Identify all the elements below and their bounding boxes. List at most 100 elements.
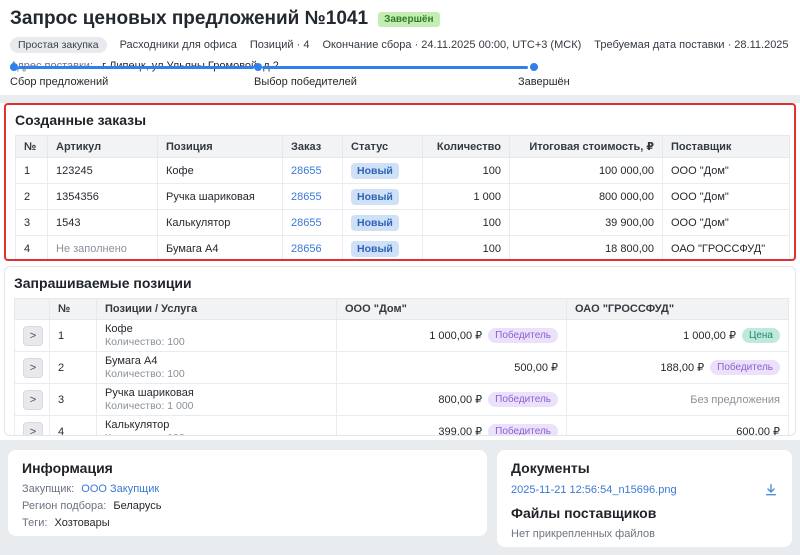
cell-article: Не заполнено — [48, 236, 158, 262]
cell-status: Новый — [343, 236, 423, 262]
order-row: 4 Не заполнено Бумага А4 28656 Новый 100… — [16, 236, 790, 262]
cell-offer-grossfud: Без предложения — [567, 384, 789, 416]
col-supplier-grossfud: ОАО "ГРОССФУД" — [567, 299, 789, 320]
cell-num: 2 — [16, 184, 48, 210]
position-row: > 1 Кофе Количество: 100 1 000,00 ₽ Побе… — [15, 320, 789, 352]
cell-total: 18 800,00 — [510, 236, 663, 262]
tags-label: Теги: — [22, 517, 47, 529]
expand-row-button[interactable]: > — [23, 390, 43, 410]
divider-band — [0, 95, 800, 103]
requested-positions-title: Запрашиваемые позиции — [14, 275, 786, 291]
col-num: № — [16, 136, 48, 158]
cell-order: 28655 — [283, 184, 343, 210]
document-file-link[interactable]: 2025-11-21 12:56:54_n15696.png — [511, 484, 677, 496]
cell-position: Калькулятор — [158, 210, 283, 236]
document-file-row: 2025-11-21 12:56:54_n15696.png — [511, 483, 778, 497]
col-qty: Количество — [423, 136, 510, 158]
order-link[interactable]: 28655 — [291, 191, 322, 203]
offer-price: 500,00 ₽ — [514, 361, 558, 374]
purchase-name: Расходники для офиса — [120, 39, 237, 51]
expand-row-button[interactable]: > — [23, 326, 43, 346]
cell-article: 123245 — [48, 158, 158, 184]
meta-row: Простая закупка Расходники для офиса Поз… — [10, 37, 790, 53]
buyer-label: Закупщик: — [22, 483, 74, 495]
requested-positions-section: Запрашиваемые позиции № Позиции / Услуга… — [4, 266, 796, 436]
supplier-files-title: Файлы поставщиков — [511, 505, 778, 521]
cell-total: 39 900,00 — [510, 210, 663, 236]
cell-offer-grossfud: 600,00 ₽ — [567, 416, 789, 437]
cell-qty: 100 — [423, 210, 510, 236]
winner-badge: Победитель — [710, 360, 780, 375]
order-status-badge: Новый — [351, 189, 399, 205]
expand-row-button[interactable]: > — [23, 422, 43, 437]
bottom-section: Информация Закупщик: ООО Закупщик Регион… — [0, 440, 800, 555]
cell-qty: 100 — [423, 236, 510, 262]
positions-count: Позиций · 4 — [250, 39, 310, 51]
order-link[interactable]: 28655 — [291, 165, 322, 177]
position-qty: Количество: 100 — [105, 336, 328, 348]
position-name: Калькулятор — [105, 419, 328, 431]
table-header-row: № Артикул Позиция Заказ Статус Количеств… — [16, 136, 790, 158]
cell-order: 28656 — [283, 236, 343, 262]
cell-offer-dom: 500,00 ₽ — [337, 352, 567, 384]
position-qty: Количество: 1 000 — [105, 400, 328, 412]
cell-article: 1354356 — [48, 184, 158, 210]
step-dot-collection — [10, 63, 18, 71]
cell-offer-dom: 399,00 ₽ Победитель — [337, 416, 567, 437]
order-link[interactable]: 28656 — [291, 243, 322, 255]
position-row: > 3 Ручка шариковая Количество: 1 000 80… — [15, 384, 789, 416]
cell-supplier: ООО "Дом" — [663, 158, 790, 184]
info-card: Информация Закупщик: ООО Закупщик Регион… — [8, 450, 487, 536]
offer-price: 1 000,00 ₽ — [429, 329, 482, 342]
order-row: 2 1354356 Ручка шариковая 28655 Новый 1 … — [16, 184, 790, 210]
cell-article: 1543 — [48, 210, 158, 236]
progress-stepper: Сбор предложений Выбор победителей Завер… — [10, 63, 570, 91]
position-name: Бумага А4 — [105, 355, 328, 367]
position-qty: Количество: 100 — [105, 368, 328, 380]
cell-order: 28655 — [283, 210, 343, 236]
cell-offer-dom: 800,00 ₽ Победитель — [337, 384, 567, 416]
cell-num: 3 — [16, 210, 48, 236]
winner-badge: Победитель — [488, 424, 558, 436]
cell-order: 28655 — [283, 158, 343, 184]
order-status-badge: Новый — [351, 163, 399, 179]
winner-badge: Победитель — [488, 392, 558, 407]
buyer-link[interactable]: ООО Закупщик — [81, 483, 159, 495]
info-title: Информация — [22, 460, 473, 476]
collection-end: Окончание сбора · 24.11.2025 00:00, UTC+… — [322, 39, 581, 51]
expand-row-button[interactable]: > — [23, 358, 43, 378]
price-badge: Цена — [742, 328, 780, 343]
offer-price: 800,00 ₽ — [438, 393, 482, 406]
order-status-badge: Новый — [351, 215, 399, 231]
cell-position: Ручка шариковая Количество: 1 000 — [97, 384, 337, 416]
col-article: Артикул — [48, 136, 158, 158]
position-name: Ручка шариковая — [105, 387, 328, 399]
cell-num: 1 — [50, 320, 97, 352]
download-icon[interactable] — [764, 483, 778, 497]
documents-title: Документы — [511, 460, 778, 476]
step-segment-1 — [18, 66, 254, 69]
cell-position: Кофе — [158, 158, 283, 184]
step-dot-finished — [530, 63, 538, 71]
offer-price: 399,00 ₽ — [438, 425, 482, 436]
col-expand — [15, 299, 50, 320]
page-title: Запрос ценовых предложений №1041 — [10, 8, 368, 30]
cell-offer-grossfud: 1 000,00 ₽ Цена — [567, 320, 789, 352]
created-orders-table: № Артикул Позиция Заказ Статус Количеств… — [15, 135, 790, 261]
cell-num: 2 — [50, 352, 97, 384]
region-label: Регион подбора: — [22, 500, 106, 512]
cell-status: Новый — [343, 210, 423, 236]
order-row: 1 123245 Кофе 28655 Новый 100 100 000,00… — [16, 158, 790, 184]
col-supplier-dom: ООО "Дом" — [337, 299, 567, 320]
tags-value: Хозтовары — [55, 517, 110, 529]
cell-total: 100 000,00 — [510, 158, 663, 184]
order-link[interactable]: 28655 — [291, 217, 322, 229]
cell-position: Ручка шариковая — [158, 184, 283, 210]
cell-status: Новый — [343, 158, 423, 184]
cell-position: Кофе Количество: 100 — [97, 320, 337, 352]
col-supplier: Поставщик — [663, 136, 790, 158]
position-row: > 4 Калькулятор Количество: 100 399,00 ₽… — [15, 416, 789, 437]
requested-positions-table: № Позиции / Услуга ООО "Дом" ОАО "ГРОССФ… — [14, 298, 789, 436]
cell-total: 800 000,00 — [510, 184, 663, 210]
col-num: № — [50, 299, 97, 320]
